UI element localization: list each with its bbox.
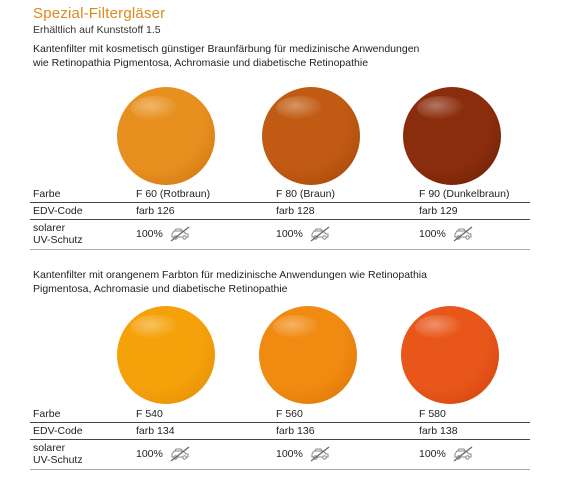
edv-code: farb 126 (136, 205, 175, 217)
lens-name: F 560 (276, 408, 303, 420)
car-no-icon (452, 225, 474, 243)
row-label-uv-line1: solarer (33, 442, 66, 454)
uv-value: 100% (276, 448, 303, 460)
divider (30, 202, 530, 203)
row-label-farbe: Farbe (33, 188, 61, 200)
car-no-icon (452, 445, 474, 463)
section1-desc-line1: Kantenfilter mit kosmetisch günstiger Br… (33, 43, 420, 55)
uv-value: 100% (136, 448, 163, 460)
uv-value: 100% (136, 228, 163, 240)
lens-f580 (401, 306, 499, 404)
divider (30, 219, 530, 220)
car-no-icon (309, 445, 331, 463)
uv-value: 100% (419, 228, 446, 240)
section2-description: Kantenfilter mit orangenem Farbton für m… (33, 268, 553, 296)
page-subtitle: Erhältlich auf Kunststoff 1.5 (33, 24, 161, 36)
lens-name: F 540 (136, 408, 163, 420)
lens-name: F 80 (Braun) (276, 188, 335, 200)
lens-f90 (403, 87, 501, 185)
row-label-edv: EDV-Code (33, 425, 83, 437)
car-no-icon (169, 445, 191, 463)
car-no-icon (169, 225, 191, 243)
divider (30, 422, 530, 423)
uv-value: 100% (276, 228, 303, 240)
uv-value: 100% (419, 448, 446, 460)
edv-code: farb 129 (419, 205, 458, 217)
car-no-icon (309, 225, 331, 243)
row-label-edv: EDV-Code (33, 205, 83, 217)
lens-f540 (117, 306, 215, 404)
lens-f80 (262, 87, 360, 185)
row-label-uv: solarer UV-Schutz (33, 222, 83, 246)
divider (30, 439, 530, 440)
edv-code: farb 138 (419, 425, 458, 437)
row-label-farbe: Farbe (33, 408, 61, 420)
divider (30, 469, 530, 470)
row-label-uv: solarer UV-Schutz (33, 442, 83, 466)
lens-f560 (259, 306, 357, 404)
row-label-uv-line1: solarer (33, 222, 66, 234)
edv-code: farb 134 (136, 425, 175, 437)
page-title: Spezial-Filtergläser (33, 5, 166, 22)
lens-name: F 580 (419, 408, 446, 420)
row-label-uv-line2: UV-Schutz (33, 454, 83, 466)
lens-name: F 90 (Dunkelbraun) (419, 188, 510, 200)
lens-f60 (117, 87, 215, 185)
divider (30, 249, 530, 250)
section1-description: Kantenfilter mit kosmetisch günstiger Br… (33, 42, 553, 70)
section2-table: Farbe F 540 F 560 F 580 EDV-Code farb 13… (30, 406, 530, 470)
edv-code: farb 136 (276, 425, 315, 437)
section2-desc-line1: Kantenfilter mit orangenem Farbton für m… (33, 269, 427, 281)
row-label-uv-line2: UV-Schutz (33, 234, 83, 246)
section1-table: Farbe F 60 (Rotbraun) F 80 (Braun) F 90 … (30, 186, 530, 250)
section2-desc-line2: Pigmentosa, Achromasie und diabetische R… (33, 283, 288, 295)
edv-code: farb 128 (276, 205, 315, 217)
section1-desc-line2: wie Retinopathia Pigmentosa, Achromasie … (33, 57, 369, 69)
lens-name: F 60 (Rotbraun) (136, 188, 211, 200)
